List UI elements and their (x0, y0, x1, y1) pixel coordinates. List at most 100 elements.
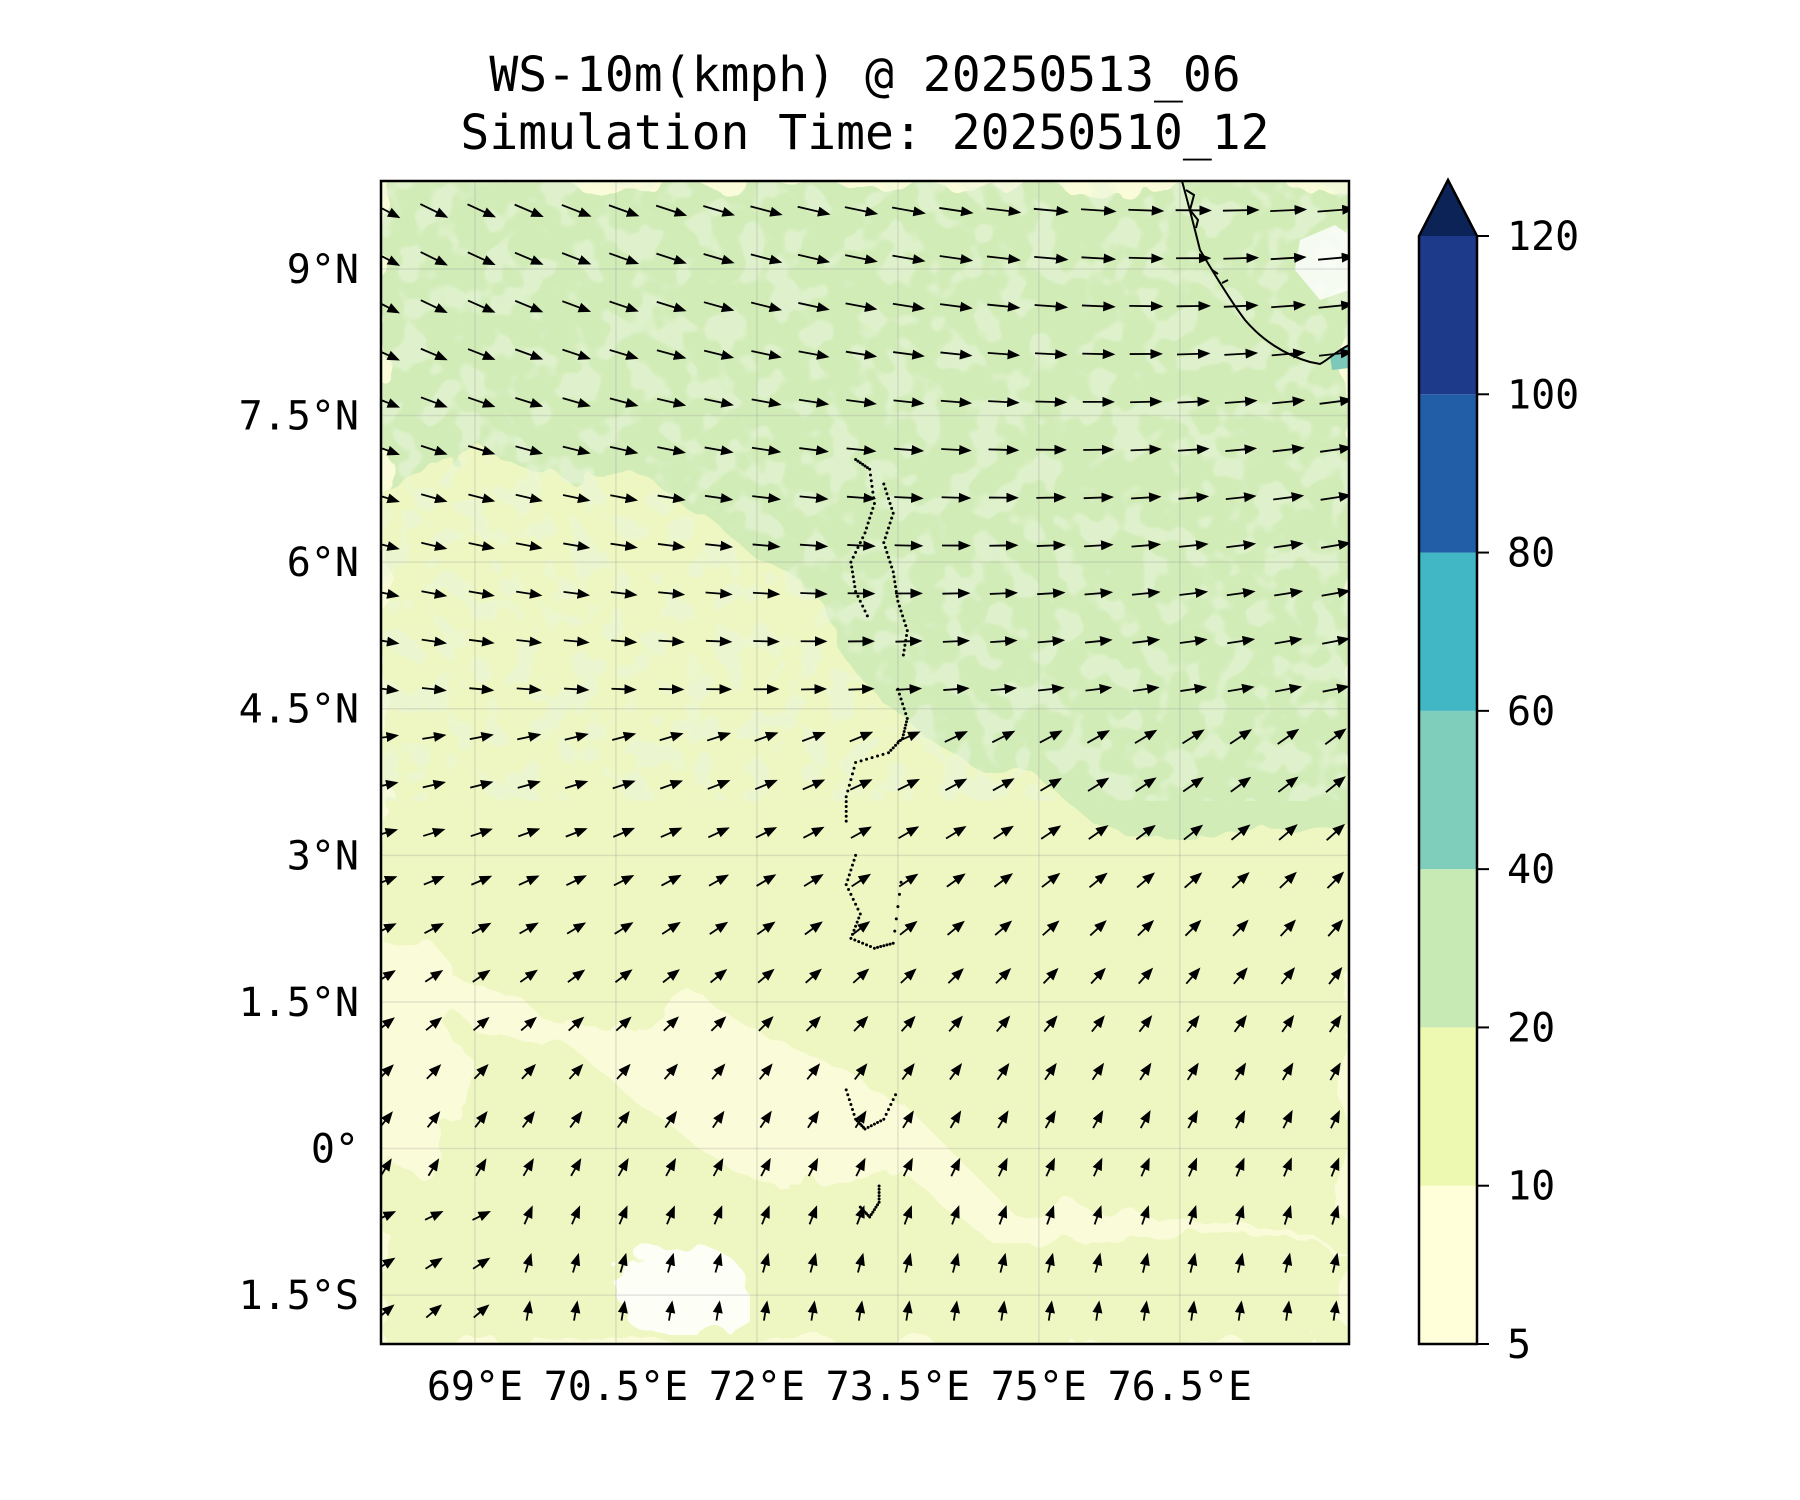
wind-vector (1081, 253, 1117, 264)
wind-vector (1187, 1205, 1197, 1225)
wind-vector (514, 300, 544, 313)
wind-vector (381, 493, 400, 504)
wind-vector (473, 1064, 489, 1080)
wind-vector (1183, 824, 1204, 841)
atoll-dot (895, 594, 899, 598)
atoll-dot (854, 589, 858, 593)
atoll-dot (863, 1127, 867, 1131)
wind-vector (471, 922, 492, 935)
wind-vector (1319, 396, 1349, 407)
atoll-dot (894, 585, 898, 589)
atoll-dot (861, 462, 865, 466)
atoll-dot (844, 819, 848, 823)
atoll-dot (905, 720, 909, 724)
atoll-dot (897, 892, 901, 896)
wind-vector (468, 541, 496, 551)
wind-vector (516, 684, 542, 695)
wind-vector (703, 301, 735, 313)
wind-vector (942, 588, 971, 599)
latitude-tick-labels: 9°N 7.5°N 6°N 4.5°N 3°N 1.5°N 0° 1.5°S (239, 247, 359, 1319)
wind-vector (704, 397, 734, 408)
wind-vector (997, 1157, 1008, 1177)
wind-vector (1128, 253, 1164, 264)
wind-vector (663, 1016, 679, 1032)
atoll-dot (877, 1187, 881, 1191)
atoll-dot (852, 858, 856, 862)
wind-vector (1317, 252, 1349, 263)
wind-vector (1234, 1205, 1245, 1225)
wind-vector (943, 684, 970, 695)
wind-vector (941, 492, 972, 503)
wind-vector (1186, 1062, 1199, 1081)
atoll-dot (894, 917, 898, 921)
atoll-dot (905, 717, 909, 721)
wind-vector (664, 1110, 678, 1129)
wind-vector (760, 1252, 770, 1273)
atoll-dot (901, 702, 905, 706)
atoll-dot (850, 772, 854, 776)
wind-vector (426, 1064, 442, 1080)
atoll-dot (854, 902, 858, 906)
wind-vector (1319, 444, 1349, 455)
wind-vector (1139, 1300, 1150, 1321)
wind-vector (420, 396, 448, 408)
wind-vector (468, 636, 495, 647)
wind-vector (381, 923, 397, 934)
wind-vector (1084, 636, 1113, 647)
wind-vector (1322, 683, 1349, 694)
wind-vector (997, 1110, 1009, 1129)
atoll-dot (899, 880, 903, 884)
atoll-dot (879, 1119, 883, 1123)
atoll-dot (881, 752, 885, 756)
wind-vector (422, 779, 447, 790)
wind-vector (610, 493, 639, 504)
atoll-dot (904, 712, 908, 716)
wind-vector (708, 874, 730, 887)
atoll-dot (883, 487, 887, 491)
wind-vector (950, 1157, 961, 1177)
wind-vector (658, 588, 686, 599)
wind-vector (1329, 1204, 1340, 1225)
atoll-dot (865, 466, 869, 470)
wind-vector (1042, 967, 1059, 984)
wind-vector (898, 873, 919, 888)
wind-vector (1225, 444, 1258, 455)
wind-vector (902, 1205, 913, 1225)
wind-vector (895, 684, 923, 695)
wind-vector (381, 684, 400, 695)
wind-vector (425, 1017, 443, 1031)
wind-vector (1271, 348, 1306, 359)
wind-vector (611, 636, 638, 647)
wind-vector (997, 1300, 1008, 1321)
atoll-dot (874, 1205, 878, 1209)
atoll-dot (846, 789, 850, 793)
wind-vector (381, 350, 401, 361)
wind-vector (950, 1252, 960, 1273)
wind-vector (520, 1016, 537, 1032)
atoll-dot (896, 599, 900, 603)
wind-vector (612, 827, 636, 838)
wind-vector (561, 252, 592, 265)
title-line-2: Simulation Time: 20250510_12 (460, 105, 1270, 161)
wind-vector (1223, 252, 1260, 264)
wind-vector (712, 1110, 725, 1129)
wind-vector (755, 827, 778, 839)
wind-vector (705, 636, 733, 647)
atoll-dot (889, 1103, 893, 1107)
wind-vector (427, 1158, 440, 1177)
wind-vector (1089, 920, 1107, 937)
wind-vector (1088, 825, 1109, 840)
wind-vector (1326, 871, 1345, 889)
atoll-dot (891, 1098, 895, 1102)
atoll-dot (890, 516, 894, 520)
wind-vector (563, 636, 590, 647)
wind-vector (846, 492, 877, 503)
wind-vector (381, 876, 398, 886)
wind-vector (1227, 683, 1255, 694)
wind-vector (522, 1158, 534, 1177)
atoll-dot (856, 545, 860, 549)
wind-vector (570, 1205, 581, 1225)
atoll-dot (855, 920, 859, 924)
wind-vector (844, 206, 879, 217)
atoll-dot (872, 946, 876, 950)
